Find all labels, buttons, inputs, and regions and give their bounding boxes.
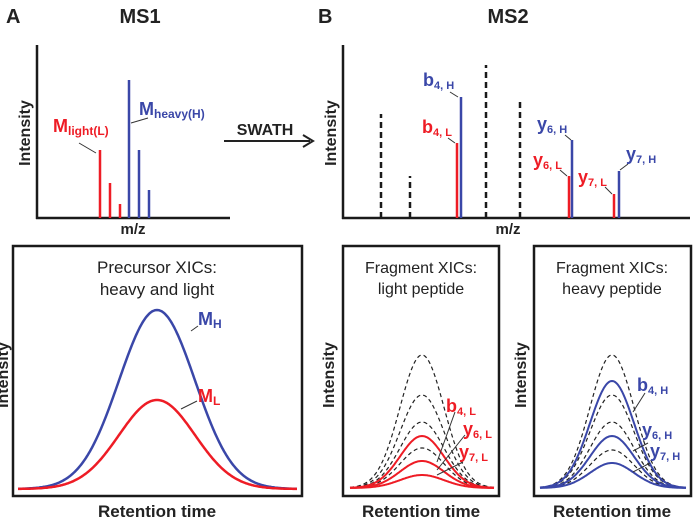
label-y6-light: y6, L	[533, 150, 562, 172]
leader-line	[632, 392, 646, 413]
label-y6-heavy: y6, H	[537, 114, 567, 136]
leader-line	[130, 117, 149, 124]
y-label: Intensity	[0, 342, 12, 408]
leader-line	[436, 434, 466, 471]
b4-heavy-xic-curve	[539, 379, 686, 489]
y6-heavy-xic-curve	[539, 434, 686, 489]
leader-line	[190, 325, 199, 332]
arrow-head-icon	[302, 134, 315, 148]
label-y7-heavy: y7, H	[650, 441, 680, 463]
leader-line	[632, 462, 651, 473]
swath-label: SWATH	[237, 122, 294, 139]
panel-b-letter: B	[318, 6, 332, 28]
label-b4-heavy: b4, H	[423, 70, 454, 92]
label-y7-light: y7, L	[578, 167, 607, 189]
ms2-x-label: m/z	[495, 221, 520, 238]
x-label: Retention time	[553, 502, 671, 521]
label-m-light: Mlight(L)	[53, 116, 109, 138]
label-y7-light: y7, L	[459, 442, 488, 464]
leader-line	[436, 461, 464, 476]
y6-light-xic-curve	[350, 460, 494, 489]
label-y6-heavy: y6, H	[642, 420, 672, 442]
label-b4-light: b4, L	[422, 117, 452, 139]
y7-heavy-xic-curve	[540, 462, 686, 489]
light-fragment-xic-panel: Fragment XICs: light peptide Intensity R…	[321, 244, 501, 521]
panel-frame	[11, 244, 304, 498]
precursor-xic-panel: Precursor XICs: heavy and light Intensit…	[0, 244, 304, 521]
y-label: Intensity	[321, 342, 338, 408]
other-fragment-xic-curve	[539, 354, 686, 489]
other-fragment-xic-curve	[350, 447, 494, 489]
leader-line	[78, 142, 97, 154]
swath-arrow: SWATH	[224, 122, 315, 148]
panel-b-title: MS2	[487, 6, 528, 28]
panel-frame	[532, 244, 693, 498]
ms1-x-label: m/z	[120, 221, 145, 238]
leader-line	[559, 169, 568, 177]
x-label: Retention time	[98, 502, 216, 521]
ms2-spectrum: Intensity m/z b4, H b4, L y6, H	[323, 45, 690, 238]
label-m-l: ML	[198, 386, 220, 408]
y7-light-xic-curve	[350, 474, 494, 489]
leader-line	[180, 400, 198, 410]
leader-line	[564, 134, 572, 141]
label-y6-light: y6, L	[463, 419, 492, 441]
other-fragment-xic-curve	[349, 421, 495, 489]
panel-title-line2: heavy and light	[100, 280, 215, 299]
ms2-y-label: Intensity	[323, 100, 340, 166]
label-b4-heavy: b4, H	[637, 375, 668, 397]
panel-title-line1: Fragment XICs:	[365, 260, 477, 277]
leader-line	[632, 442, 649, 452]
label-y7-heavy: y7, H	[626, 144, 656, 166]
leader-line	[436, 411, 456, 463]
label-m-heavy: Mheavy(H)	[139, 99, 205, 121]
leader-line	[447, 137, 456, 144]
b4-light-xic-curve	[349, 434, 495, 489]
ms1-spectrum: Intensity m/z Mlight(L) Mheavy(H)	[17, 45, 230, 238]
panel-title-line1: Precursor XICs:	[97, 258, 217, 277]
label-b4-light: b4, L	[446, 396, 476, 418]
panel-a-title: MS1	[119, 6, 160, 28]
leader-line	[449, 91, 459, 98]
panel-title-line2: light peptide	[378, 281, 464, 298]
label-m-h: MH	[198, 309, 222, 331]
panel-a-letter: A	[6, 6, 20, 28]
panel-title-line1: Fragment XICs:	[556, 260, 668, 277]
leader-line	[619, 163, 629, 171]
x-label: Retention time	[362, 502, 480, 521]
heavy-precursor-xic-curve	[18, 308, 297, 491]
other-fragment-xic-curve	[540, 449, 687, 489]
panel-frame	[341, 244, 501, 498]
light-precursor-xic-curve	[18, 398, 297, 491]
heavy-fragment-xic-panel: Fragment XICs: heavy peptide Intensity R…	[513, 244, 693, 521]
ms1-y-label: Intensity	[17, 100, 34, 166]
panel-title-line2: heavy peptide	[562, 281, 662, 298]
y-label: Intensity	[513, 342, 530, 408]
leader-line	[604, 186, 613, 195]
